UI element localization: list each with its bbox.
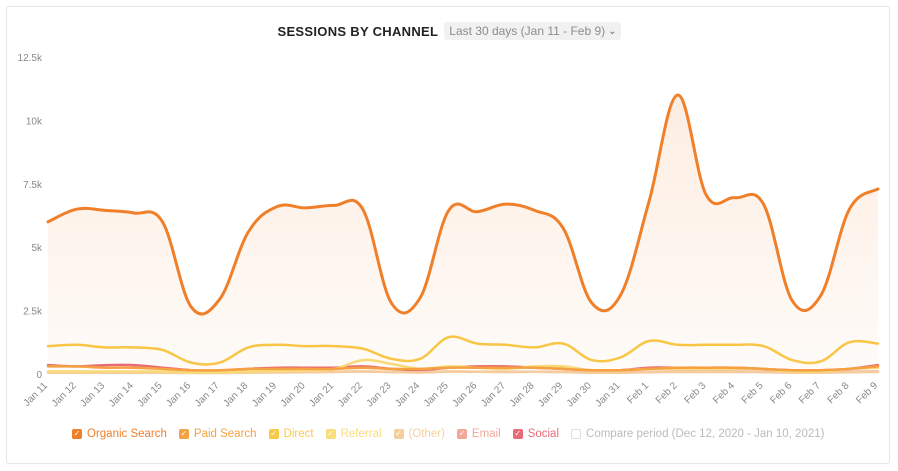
x-tick-label: Jan 29	[536, 380, 565, 409]
chart-header: SESSIONS BY CHANNEL Last 30 days (Jan 11…	[0, 22, 898, 40]
x-tick-label: Feb 3	[683, 380, 709, 406]
x-tick-label: Jan 20	[279, 380, 308, 409]
x-tick-label: Jan 26	[450, 380, 479, 409]
x-tick-label: Jan 25	[422, 380, 451, 409]
x-tick-label: Jan 30	[565, 380, 594, 409]
legend-label: (Other)	[408, 428, 445, 440]
period-dropdown[interactable]: Last 30 days (Jan 11 - Feb 9) ⌄	[444, 22, 621, 40]
x-tick-label: Feb 1	[625, 380, 651, 406]
series-line-organic-search	[46, 93, 880, 316]
x-tick-label: Feb 6	[768, 380, 794, 406]
x-tick-label: Jan 18	[221, 380, 250, 409]
y-tick-label: 2.5k	[23, 307, 43, 318]
legend-item[interactable]: Compare period (Dec 12, 2020 - Jan 10, 2…	[571, 428, 824, 440]
checkbox-checked-icon: ✓	[72, 429, 82, 439]
legend-label: Email	[471, 428, 501, 440]
x-tick-label: Jan 17	[193, 380, 222, 409]
x-tick-label: Jan 24	[393, 380, 422, 409]
legend-item[interactable]: ✓ Social	[512, 428, 560, 440]
checkbox-checked-icon: ✓	[456, 429, 467, 439]
x-tick-label: Jan 22	[336, 380, 365, 409]
legend-item[interactable]: ✓ Organic Search	[72, 428, 167, 440]
x-tick-label: Jan 23	[365, 380, 394, 409]
legend-label: Organic Search	[87, 428, 167, 440]
x-tick-label: Feb 7	[797, 380, 823, 406]
legend-label: Paid Search	[193, 428, 257, 440]
x-tick-label: Jan 14	[107, 380, 136, 409]
x-tick-label: Jan 28	[508, 380, 537, 409]
legend-item[interactable]: ✓ (Other)	[393, 428, 445, 440]
x-tick-label: Jan 19	[250, 380, 279, 409]
checkbox-checked-icon: ✓	[178, 429, 189, 439]
checkbox-checked-icon: ✓	[393, 429, 404, 439]
legend-item[interactable]: ✓ Direct	[268, 428, 314, 440]
x-tick-label: Feb 8	[826, 380, 852, 406]
x-tick-label: Jan 11	[22, 380, 51, 409]
x-tick-label: Jan 31	[594, 380, 623, 409]
y-tick-label: 10k	[26, 116, 43, 127]
x-tick-label: Jan 27	[479, 380, 508, 409]
x-tick-label: Feb 2	[654, 380, 680, 406]
x-tick-label: Jan 13	[78, 380, 107, 409]
x-tick-label: Feb 4	[711, 380, 737, 406]
y-tick-label: 5k	[31, 243, 43, 254]
legend-label: Referral	[340, 428, 382, 440]
checkbox-checked-icon: ✓	[512, 429, 523, 439]
checkbox-checked-icon: ✓	[325, 429, 336, 439]
y-tick-label: 0	[36, 370, 42, 381]
x-tick-label: Jan 15	[136, 380, 165, 409]
x-tick-label: Jan 16	[164, 380, 193, 409]
checkbox-unchecked-icon	[571, 429, 582, 439]
period-label: Last 30 days (Jan 11 - Feb 9)	[449, 24, 606, 38]
chevron-down-icon: ⌄	[608, 25, 617, 37]
legend-item[interactable]: ✓ Referral	[325, 428, 382, 440]
legend-item[interactable]: ✓ Email	[456, 428, 501, 440]
legend-item[interactable]: ✓ Paid Search	[178, 428, 257, 440]
legend-label: Compare period (Dec 12, 2020 - Jan 10, 2…	[586, 428, 825, 440]
y-tick-label: 7.5k	[23, 180, 43, 191]
legend-label: Direct	[283, 428, 314, 440]
checkbox-checked-icon: ✓	[268, 429, 279, 439]
chart-title: SESSIONS BY CHANNEL	[277, 23, 439, 39]
chart-legend: ✓ Organic Search ✓ Paid Search ✓ Direct ✓ Refer…	[72, 428, 836, 440]
x-tick-label: Jan 12	[50, 380, 79, 409]
x-tick-label: Feb 9	[854, 380, 880, 406]
series-area-organic-search	[48, 94, 878, 375]
legend-label: Social	[527, 428, 560, 440]
y-tick-label: 12.5k	[18, 53, 43, 64]
x-tick-label: Jan 21	[307, 380, 336, 409]
x-tick-label: Feb 5	[740, 380, 766, 406]
